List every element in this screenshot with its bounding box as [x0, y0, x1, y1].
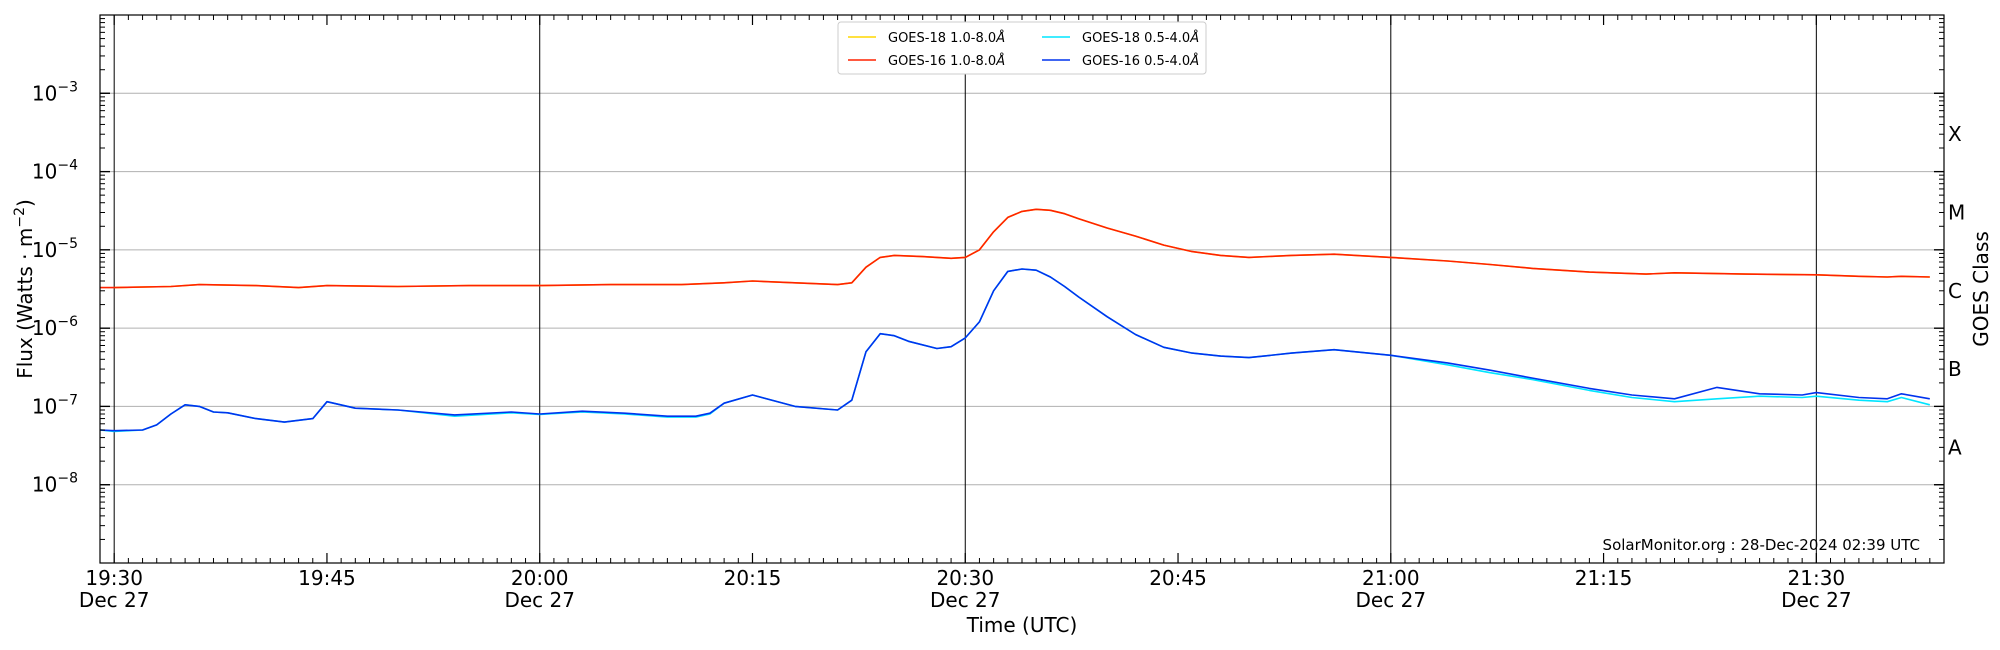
legend-label-text: GOES-18 0.5-4.0: [1082, 31, 1190, 46]
legend-label-text: GOES-18 1.0-8.0: [888, 31, 996, 46]
y-tick-base: 10: [32, 473, 57, 497]
legend-label: GOES-18 0.5-4.0Å: [1082, 30, 1199, 46]
y-axis-ticks: 10−810−710−610−510−410−3: [32, 18, 110, 540]
x-tick-label-date: Dec 27: [79, 588, 150, 612]
y-tick-base: 10: [32, 238, 57, 262]
x-axis-title: Time (UTC): [966, 613, 1078, 637]
grid-lines: [100, 92, 1944, 486]
legend-label: GOES-16 0.5-4.0Å: [1082, 53, 1199, 69]
x-tick-label-time: 21:00: [1362, 566, 1420, 590]
x-tick-label-time: 21:30: [1788, 566, 1846, 590]
x-tick-label-time: 20:15: [724, 566, 782, 590]
y-tick-exponent: −5: [57, 236, 78, 252]
y-tick-exponent: −8: [57, 471, 78, 487]
y-tick-exponent: −7: [57, 392, 78, 408]
legend-label-unit: Å: [1189, 30, 1199, 46]
series-layer: [99, 208, 1930, 433]
y-tick-exponent: −6: [57, 314, 78, 330]
series-line-3: [99, 268, 1930, 432]
legend-label-unit: Å: [995, 53, 1005, 69]
x-tick-label-time: 20:45: [1149, 566, 1207, 590]
y-tick-exponent: −3: [57, 79, 78, 95]
y-tick-base: 10: [32, 316, 57, 340]
x-tick-label-date: Dec 27: [1781, 588, 1852, 612]
series-line-0: [114, 208, 1930, 289]
y-tick-label: 10−3: [32, 79, 78, 105]
y-axis-title-text: Flux (Watts · m: [13, 228, 37, 379]
legend-box: [837, 21, 1207, 75]
x-tick-label-date: Dec 27: [930, 588, 1001, 612]
credit-text: SolarMonitor.org : 28-Dec-2024 02:39 UTC: [1603, 536, 1920, 554]
series-line-1: [100, 208, 1930, 289]
y-tick-label: 10−4: [32, 158, 78, 184]
y-axis-title-exponent: −2: [12, 207, 28, 228]
x-tick-label-time: 20:30: [936, 566, 994, 590]
legend-label: GOES-18 1.0-8.0Å: [888, 30, 1005, 46]
y-axis-title: Flux (Watts · m−2): [12, 199, 37, 379]
legend-label: GOES-16 1.0-8.0Å: [888, 53, 1005, 69]
series-line-2: [99, 268, 1930, 433]
y-axis-title-close: ): [13, 199, 37, 207]
goes-class-labels: A B C M X: [1948, 122, 1965, 459]
goes-class-label: B: [1948, 357, 1962, 381]
legend-label-text: GOES-16 1.0-8.0: [888, 54, 996, 69]
y-tick-label: 10−8: [32, 471, 78, 497]
y-tick-base: 10: [32, 394, 57, 418]
legend-label-unit: Å: [1189, 53, 1199, 69]
y-tick-base: 10: [32, 81, 57, 105]
x-tick-label-date: Dec 27: [1356, 588, 1427, 612]
x-tick-label-date: Dec 27: [504, 588, 575, 612]
day-marker-lines: [113, 15, 1817, 563]
y-tick-exponent: −4: [57, 158, 78, 174]
right-axis-ticks: [1934, 18, 1944, 540]
goes-class-label: C: [1948, 279, 1962, 303]
plot-frame: [99, 14, 1945, 564]
x-tick-label-time: 19:45: [298, 566, 356, 590]
y-tick-label: 10−7: [32, 392, 78, 418]
goes-class-label: M: [1948, 201, 1965, 225]
legend-label-unit: Å: [995, 30, 1005, 46]
goes-class-label: A: [1948, 435, 1962, 459]
x-tick-label-time: 19:30: [85, 566, 143, 590]
goes-class-label: X: [1948, 122, 1962, 146]
y-tick-label: 10−5: [32, 236, 78, 262]
legend-label-text: GOES-16 0.5-4.0: [1082, 54, 1190, 69]
x-tick-label-time: 21:15: [1575, 566, 1633, 590]
goes-class-axis-title: GOES Class: [1969, 231, 1993, 347]
x-tick-label-time: 20:00: [511, 566, 569, 590]
y-tick-base: 10: [32, 160, 57, 184]
y-tick-label: 10−6: [32, 314, 78, 340]
